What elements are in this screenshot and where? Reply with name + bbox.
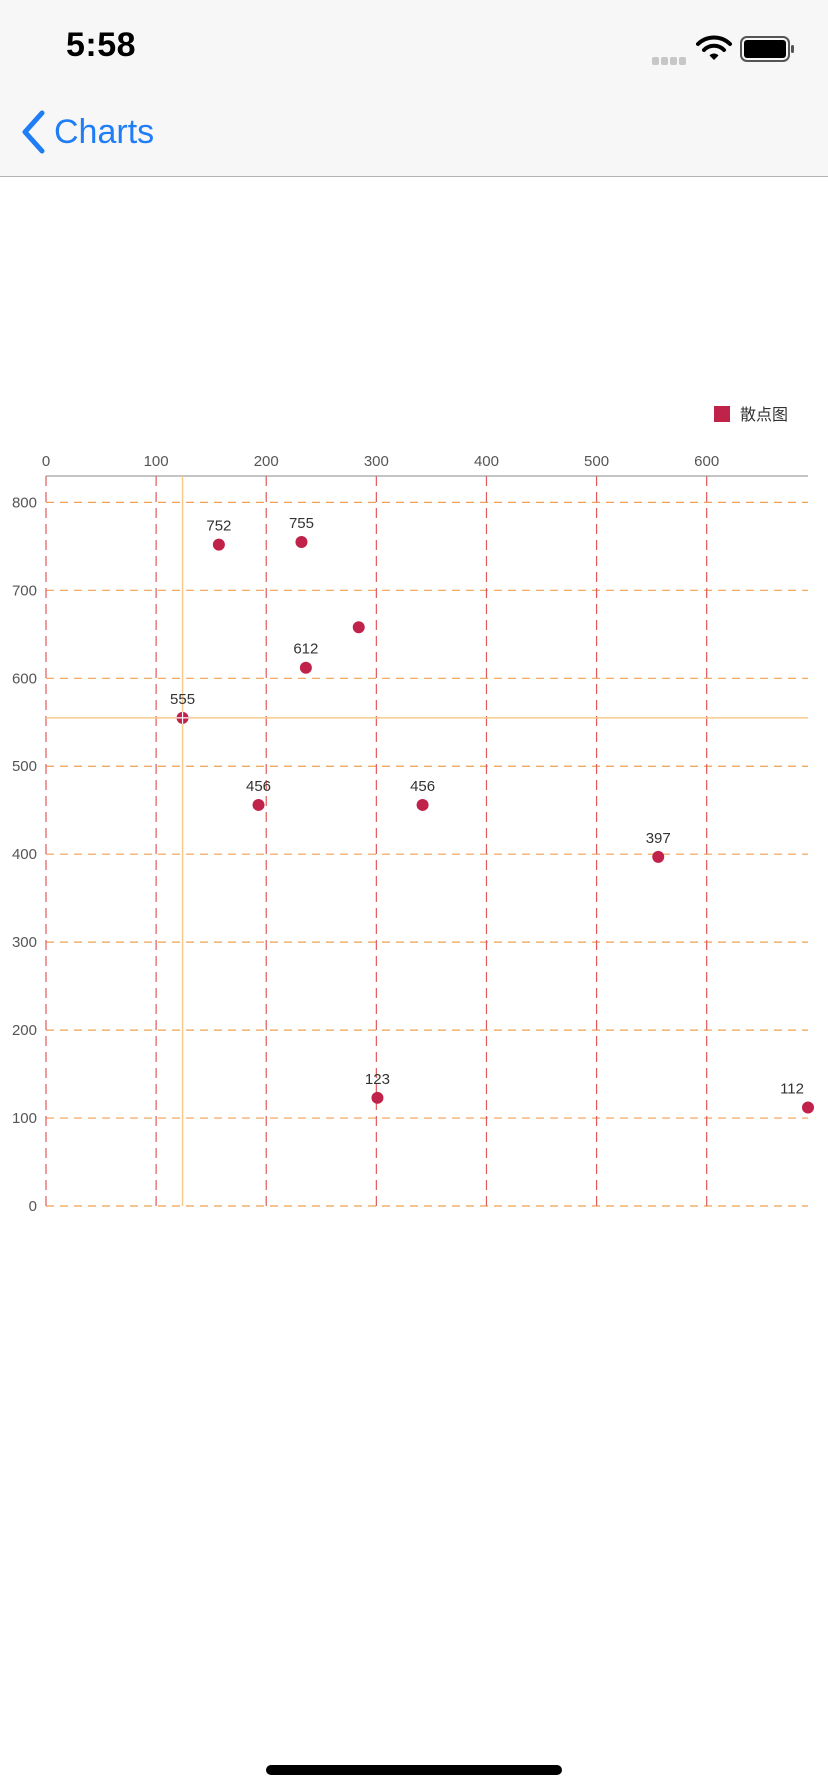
scatter-point — [802, 1101, 814, 1114]
chevron-left-icon — [22, 110, 45, 154]
x-tick-label: 100 — [144, 453, 169, 470]
scatter-point — [212, 538, 225, 551]
wifi-icon — [696, 35, 732, 60]
point-value-label: 123 — [365, 1071, 390, 1088]
legend-label: 散点图 — [740, 405, 788, 424]
scatter-point — [416, 798, 429, 811]
point-value-label: 555 — [170, 691, 195, 708]
scatter-point — [295, 535, 308, 548]
point-value-label: 752 — [206, 518, 231, 535]
battery-icon — [740, 36, 794, 62]
scatter-point — [352, 621, 365, 634]
point-value-label: 456 — [410, 778, 435, 795]
status-bar: 5:58 — [0, 0, 828, 92]
point-value-label: 112 — [780, 1080, 804, 1097]
y-tick-label: 700 — [12, 582, 37, 599]
point-value-label: 612 — [293, 641, 318, 658]
point-value-label: 456 — [246, 778, 271, 795]
scatter-point — [371, 1091, 384, 1104]
y-tick-label: 800 — [12, 494, 37, 511]
y-tick-label: 600 — [12, 670, 37, 687]
y-tick-label: 300 — [12, 934, 37, 951]
scatter-point — [252, 798, 265, 811]
home-indicator[interactable] — [266, 1765, 562, 1775]
status-time: 5:58 — [66, 26, 137, 64]
y-tick-label: 400 — [12, 846, 37, 863]
cellular-signal-icon — [652, 52, 688, 70]
x-tick-label: 500 — [584, 453, 609, 470]
x-tick-label: 200 — [254, 453, 279, 470]
y-tick-label: 500 — [12, 758, 37, 775]
y-tick-label: 200 — [12, 1022, 37, 1039]
navigation-bar: Charts — [0, 92, 828, 177]
point-value-label: 755 — [289, 515, 314, 532]
scatter-point — [652, 850, 665, 863]
x-tick-label: 400 — [474, 453, 499, 470]
legend-swatch — [714, 406, 730, 422]
x-tick-label: 0 — [42, 453, 50, 470]
scatter-chart[interactable]: 0 100 200 300 400 500 600 700 800 0 100 200 300 400 50… — [0, 176, 828, 1276]
back-label: Charts — [54, 112, 155, 151]
x-tick-label: 600 — [694, 453, 719, 470]
scatter-point — [299, 661, 312, 674]
point-value-label: 397 — [646, 830, 671, 847]
back-button[interactable]: Charts — [20, 106, 154, 158]
x-tick-label: 300 — [364, 453, 389, 470]
y-tick-label: 0 — [29, 1198, 37, 1215]
y-tick-label: 100 — [12, 1110, 37, 1127]
